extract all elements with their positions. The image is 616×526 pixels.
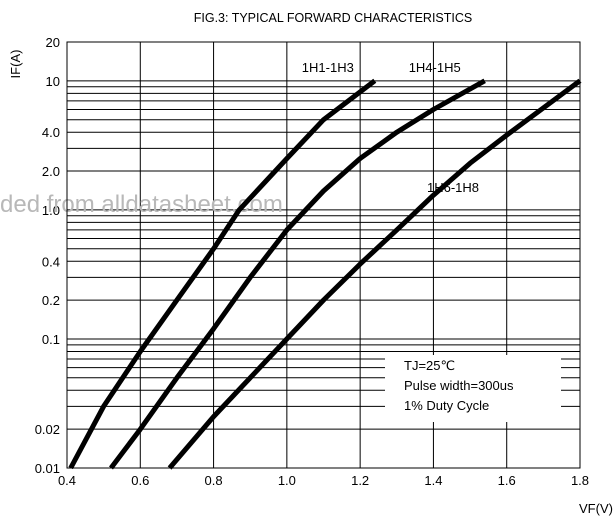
y-tick-label: 0.4	[42, 254, 60, 269]
x-tick-label: 1.6	[498, 473, 516, 488]
x-tick-label: 1.0	[278, 473, 296, 488]
x-tick-label: 0.6	[131, 473, 149, 488]
y-tick-label: 10	[46, 74, 60, 89]
x-tick-label: 0.4	[58, 473, 76, 488]
y-tick-label: 20	[46, 35, 60, 50]
x-tick-label: 0.8	[205, 473, 223, 488]
series-line	[109, 78, 486, 470]
y-tick-label: 0.02	[35, 422, 60, 437]
annotation-box	[385, 355, 561, 422]
y-tick-label: 0.2	[42, 293, 60, 308]
annotation-pulse-width: Pulse width=300us	[404, 378, 514, 393]
plot-frame	[66, 41, 581, 469]
x-axis-label: VF(V)	[579, 501, 613, 516]
y-axis-label: IF(A)	[8, 50, 23, 79]
annotation-duty-cycle: 1% Duty Cycle	[404, 398, 489, 413]
series: 1H1-1H3 1H4-1H5 1H6-1H8	[68, 60, 582, 470]
tick-labels: 0.4 0.6 0.8 1.0 1.2 1.4 1.6 1.8 0.01 0.02 0.1 0.2 0.…	[35, 35, 589, 488]
y-tick-label: 2.0	[42, 164, 60, 179]
x-tick-label: 1.8	[571, 473, 589, 488]
series-label: 1H1-1H3	[302, 60, 354, 75]
series-label: 1H6-1H8	[427, 180, 479, 195]
watermark-text: ded from alldatasheet.com	[0, 191, 283, 218]
series-line	[167, 78, 582, 470]
series-line	[68, 78, 377, 470]
x-tick-label: 1.4	[424, 473, 442, 488]
series-label: 1H4-1H5	[409, 60, 461, 75]
y-tick-label: 4.0	[42, 125, 60, 140]
y-tick-label: 0.1	[42, 332, 60, 347]
y-tick-label: 1.0	[42, 203, 60, 218]
x-tick-label: 1.2	[351, 473, 369, 488]
chart-title: FIG.3: TYPICAL FORWARD CHARACTERISTICS	[194, 11, 473, 25]
y-tick-label: 0.01	[35, 461, 60, 476]
annotation-temperature: TJ=25℃	[404, 358, 455, 373]
